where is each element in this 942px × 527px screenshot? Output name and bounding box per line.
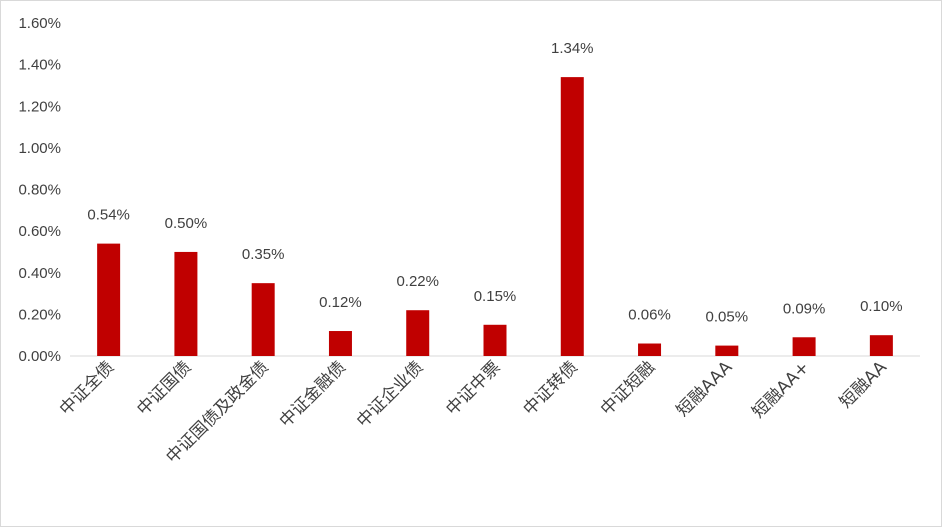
category-label: 中证全债 (56, 357, 118, 419)
bar (97, 243, 121, 356)
category-label: 中证中票 (442, 357, 504, 419)
data-label: 0.09% (783, 300, 826, 317)
category-label: 中证转债 (520, 357, 582, 419)
data-label: 0.54% (87, 207, 130, 224)
bar (483, 324, 507, 356)
y-tick-label: 1.40% (18, 57, 61, 74)
y-tick-label: 0.00% (18, 348, 61, 365)
data-label: 0.06% (628, 307, 671, 324)
bar (869, 335, 893, 356)
category-label: 中证国债 (133, 357, 195, 419)
y-tick-label: 0.40% (18, 265, 61, 282)
y-tick-label: 0.80% (18, 182, 61, 199)
bar (638, 343, 662, 356)
data-label: 1.34% (551, 40, 594, 57)
bar (174, 251, 198, 356)
y-tick-label: 1.60% (18, 15, 61, 32)
category-label: 中证企业债 (353, 357, 427, 431)
bar (406, 310, 430, 356)
y-tick-label: 0.20% (18, 306, 61, 323)
y-tick-label: 1.00% (18, 140, 61, 157)
y-tick-label: 0.60% (18, 223, 61, 240)
bar (715, 345, 739, 356)
data-label: 0.22% (396, 273, 439, 290)
category-label: 短融AA (836, 357, 891, 412)
y-tick-label: 1.20% (18, 98, 61, 115)
data-label: 0.10% (860, 298, 903, 315)
category-label: 短融AAA (673, 357, 737, 421)
bar (328, 331, 352, 356)
data-label: 0.05% (706, 309, 749, 326)
data-label: 0.15% (474, 288, 517, 305)
category-label: 中证金融债 (276, 357, 350, 431)
category-label: 中证短融 (597, 357, 659, 419)
bar (792, 337, 816, 356)
category-label: 短融AA+ (749, 357, 814, 422)
bar (560, 77, 584, 357)
data-label: 0.12% (319, 294, 362, 311)
data-label: 0.35% (242, 246, 285, 263)
bar (251, 283, 275, 356)
data-label: 0.50% (165, 215, 208, 232)
